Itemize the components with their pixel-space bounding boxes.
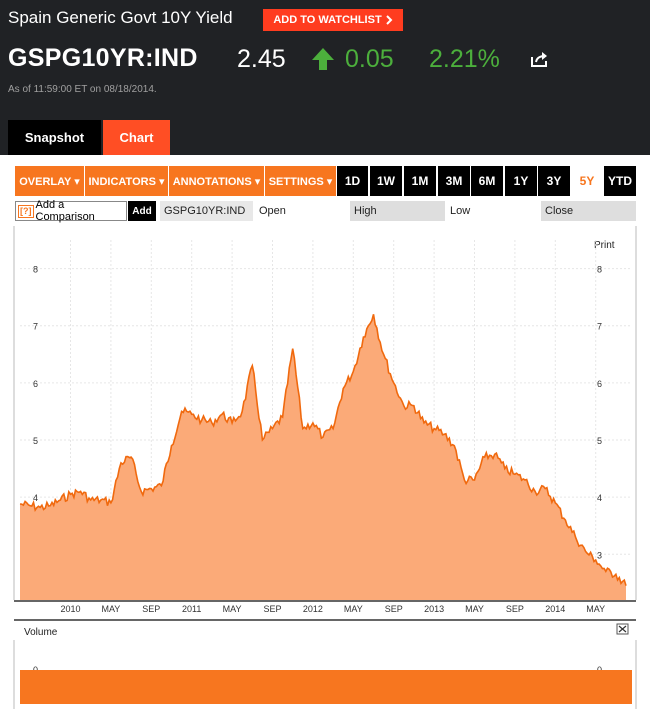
volume-label: Volume <box>24 627 58 638</box>
x-tick-label: SEP <box>142 604 160 614</box>
range-ytd-button[interactable]: YTD <box>604 166 636 196</box>
indicators-menu-button[interactable]: INDICATORS ▾ <box>85 166 169 196</box>
x-tick-label: 2012 <box>303 604 323 614</box>
share-icon[interactable] <box>531 51 549 67</box>
chart-area[interactable]: Print8877665544332010MAYSEP2011MAYSEP201… <box>0 226 650 709</box>
volume-bars <box>20 670 632 704</box>
print-link: Print <box>594 240 615 251</box>
y-tick-label-left: 5 <box>33 436 38 446</box>
settings-menu-button[interactable]: SETTINGS ▾ <box>265 166 336 196</box>
x-tick-label: 2013 <box>424 604 444 614</box>
x-tick-label: MAY <box>586 604 605 614</box>
y-tick-label-right: 4 <box>597 493 602 503</box>
range-3y-button[interactable]: 3Y <box>538 166 570 196</box>
watchlist-label: ADD TO WATCHLIST <box>273 14 382 26</box>
x-tick-label: SEP <box>385 604 403 614</box>
legend-high: High <box>350 201 445 221</box>
range-1w-button[interactable]: 1W <box>370 166 402 196</box>
range-3m-button[interactable]: 3M <box>438 166 470 196</box>
ticker-symbol: GSPG10YR:IND <box>8 44 198 72</box>
x-tick-label: 2010 <box>60 604 80 614</box>
y-tick-label-left: 4 <box>33 493 38 503</box>
range-1m-button[interactable]: 1M <box>404 166 436 196</box>
as-of-date: 08/18/2014. <box>103 84 157 95</box>
y-tick-label-right: 3 <box>597 550 602 560</box>
x-tick-label: MAY <box>465 604 484 614</box>
x-tick-label: SEP <box>263 604 281 614</box>
x-tick-label: 2011 <box>182 604 201 614</box>
security-title: Spain Generic Govt 10Y Yield <box>8 8 233 27</box>
quote-header: Spain Generic Govt 10Y Yield ADD TO WATC… <box>0 0 650 155</box>
as-of-prefix: As of <box>8 84 31 95</box>
yield-area-fill <box>20 314 626 600</box>
range-6m-button[interactable]: 6M <box>471 166 503 196</box>
legend-open: Open <box>259 205 286 217</box>
range-5y-button[interactable]: 5Y <box>572 166 602 196</box>
x-tick-label: MAY <box>344 604 363 614</box>
tab-chart[interactable]: Chart <box>103 120 170 155</box>
x-tick-label: MAY <box>101 604 120 614</box>
x-tick-label: MAY <box>223 604 242 614</box>
as-of-time: 11:59:00 ET <box>33 84 88 95</box>
yield-line <box>19 314 627 586</box>
y-tick-label-right: 6 <box>597 379 602 389</box>
chevron-right-icon <box>385 15 393 25</box>
y-tick-label-left: 6 <box>33 379 38 389</box>
add-comparison-label: Add a Comparison <box>35 199 95 223</box>
as-of-on: on <box>89 84 102 95</box>
overlay-menu-button[interactable]: OVERLAY ▾ <box>15 166 85 196</box>
as-of-timestamp: As of 11:59:00 ET on 08/18/2014. <box>8 84 157 95</box>
add-to-watchlist-button[interactable]: ADD TO WATCHLIST <box>263 9 403 31</box>
tab-snapshot[interactable]: Snapshot <box>8 120 101 155</box>
price-chart: Print8877665544332010MAYSEP2011MAYSEP201… <box>13 226 637 709</box>
price-change-percent: 2.21% <box>429 45 500 73</box>
legend-close: Close <box>541 201 636 221</box>
price-change: 0.05 <box>345 45 394 73</box>
range-1y-button[interactable]: 1Y <box>505 166 537 196</box>
add-comparison-button[interactable]: Add <box>128 201 156 221</box>
y-tick-label-right: 8 <box>597 265 602 275</box>
x-tick-label: 2014 <box>545 604 565 614</box>
volume-close-x <box>618 625 627 633</box>
annotations-menu-button[interactable]: ANNOTATIONS ▾ <box>169 166 265 196</box>
add-comparison-field[interactable]: [?] Add a Comparison <box>15 199 127 223</box>
y-tick-label-right: 5 <box>597 436 602 446</box>
help-icon: [?] <box>18 204 34 218</box>
legend-symbol: GSPG10YR:IND <box>160 201 253 221</box>
range-1d-button[interactable]: 1D <box>337 166 368 196</box>
last-price: 2.45 <box>237 45 286 73</box>
y-tick-label-left: 8 <box>33 265 38 275</box>
up-arrow-icon <box>312 48 334 70</box>
y-tick-label-left: 7 <box>33 322 38 332</box>
legend-low: Low <box>450 205 471 217</box>
y-tick-label-right: 7 <box>597 322 602 332</box>
x-tick-label: SEP <box>506 604 524 614</box>
